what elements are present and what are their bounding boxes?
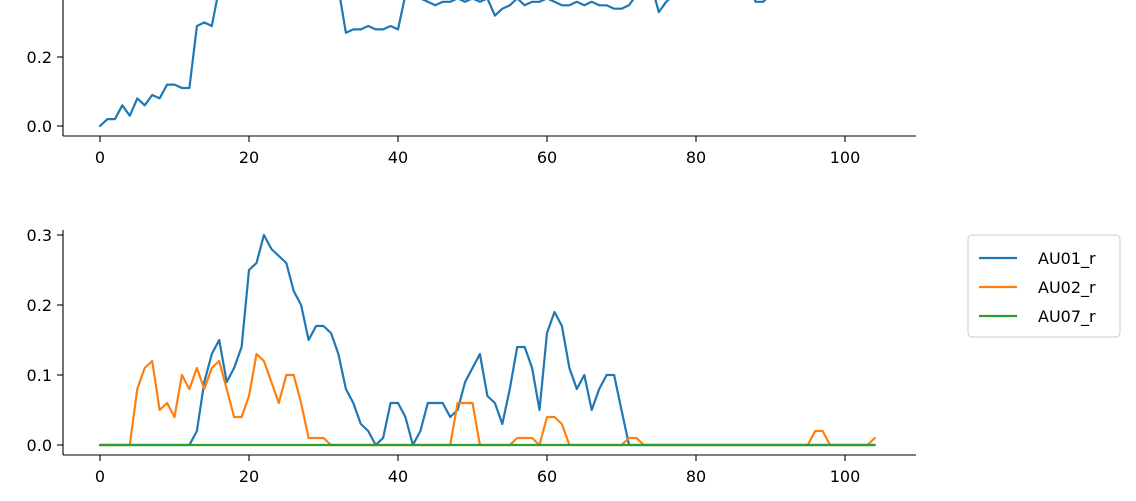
- bottom-y-tick-label: 0.0: [27, 436, 52, 455]
- legend-label-au07-r: AU07_r: [1038, 307, 1096, 327]
- bottom-x-tick-label: 40: [388, 467, 408, 486]
- legend-frame: [967, 234, 1121, 338]
- legend-label-au02-r: AU02_r: [1038, 278, 1096, 298]
- top-series-group: [98, 0, 767, 128]
- bottom-series-group: [98, 233, 876, 447]
- top-panel: 0 20 40 60 80 100 0.0 0.2: [27, 0, 916, 167]
- top-x-tick-label: 80: [686, 148, 706, 167]
- bottom-x-tick-label: 60: [537, 467, 557, 486]
- top-x-tick-label: 60: [537, 148, 557, 167]
- top-y-ticks: 0.0 0.2: [27, 48, 63, 136]
- bottom-y-tick-label: 0.3: [27, 226, 52, 245]
- bottom-series-line-au02-r: [98, 352, 876, 447]
- bottom-y-ticks: 0.0 0.1 0.2 0.3: [27, 226, 63, 455]
- bottom-y-tick-label: 0.2: [27, 296, 52, 315]
- bottom-x-tick-label: 0: [95, 467, 105, 486]
- top-x-tick-label: 40: [388, 148, 408, 167]
- bottom-x-ticks: 0 20 40 60 80 100: [95, 455, 860, 486]
- top-x-tick-label: 100: [830, 148, 861, 167]
- top-x-tick-label: 0: [95, 148, 105, 167]
- bottom-x-tick-label: 100: [830, 467, 861, 486]
- top-x-ticks: 0 20 40 60 80 100: [95, 136, 860, 167]
- bottom-panel: 0 20 40 60 80 100 0.0 0.1 0.2 0.3: [27, 226, 916, 486]
- bottom-x-tick-label: 20: [239, 467, 259, 486]
- legend-entries: AU01_r AU02_r AU07_r: [979, 249, 1096, 327]
- top-series-line-0: [98, 0, 767, 128]
- bottom-y-tick-label: 0.1: [27, 366, 52, 385]
- bottom-x-tick-label: 80: [686, 467, 706, 486]
- legend: AU01_r AU02_r AU07_r: [967, 234, 1121, 338]
- top-x-tick-label: 20: [239, 148, 259, 167]
- bottom-series-line-au01-r: [98, 233, 876, 447]
- top-y-tick-label: 0.2: [27, 48, 52, 67]
- top-y-tick-label: 0.0: [27, 117, 52, 136]
- legend-label-au01-r: AU01_r: [1038, 249, 1096, 269]
